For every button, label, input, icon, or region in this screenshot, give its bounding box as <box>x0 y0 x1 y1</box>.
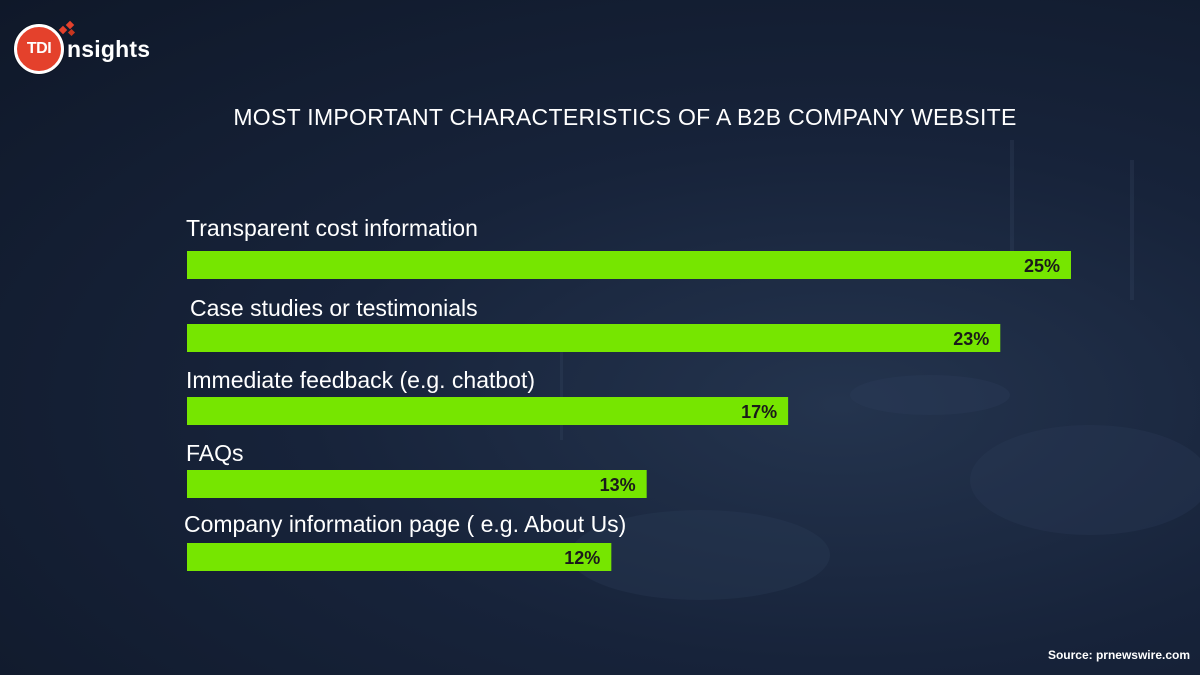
brand-logo: TDI nsights <box>14 20 151 74</box>
category-label: FAQs <box>186 440 244 466</box>
value-label: 23% <box>953 329 989 349</box>
bar <box>187 324 1001 352</box>
logo-cubes-icon <box>58 20 76 37</box>
value-label: 13% <box>600 475 636 495</box>
bar <box>187 470 647 498</box>
category-label: Case studies or testimonials <box>190 295 478 321</box>
logo-badge: TDI <box>14 24 64 74</box>
value-label: 12% <box>564 548 600 568</box>
value-label: 17% <box>741 402 777 422</box>
chart-title: MOST IMPORTANT CHARACTERISTICS OF A B2B … <box>233 104 1017 130</box>
category-label: Immediate feedback (e.g. chatbot) <box>186 367 535 393</box>
source-note: Source: prnewswire.com <box>1047 648 1190 662</box>
bar <box>187 251 1071 279</box>
category-label: Transparent cost information <box>186 215 478 241</box>
logo-wordmark: nsights <box>67 35 151 62</box>
bar <box>187 543 612 571</box>
logo-badge-text: TDI <box>26 40 52 57</box>
value-label: 25% <box>1024 256 1060 276</box>
category-label: Company information page ( e.g. About Us… <box>184 511 626 537</box>
bar <box>187 397 789 425</box>
